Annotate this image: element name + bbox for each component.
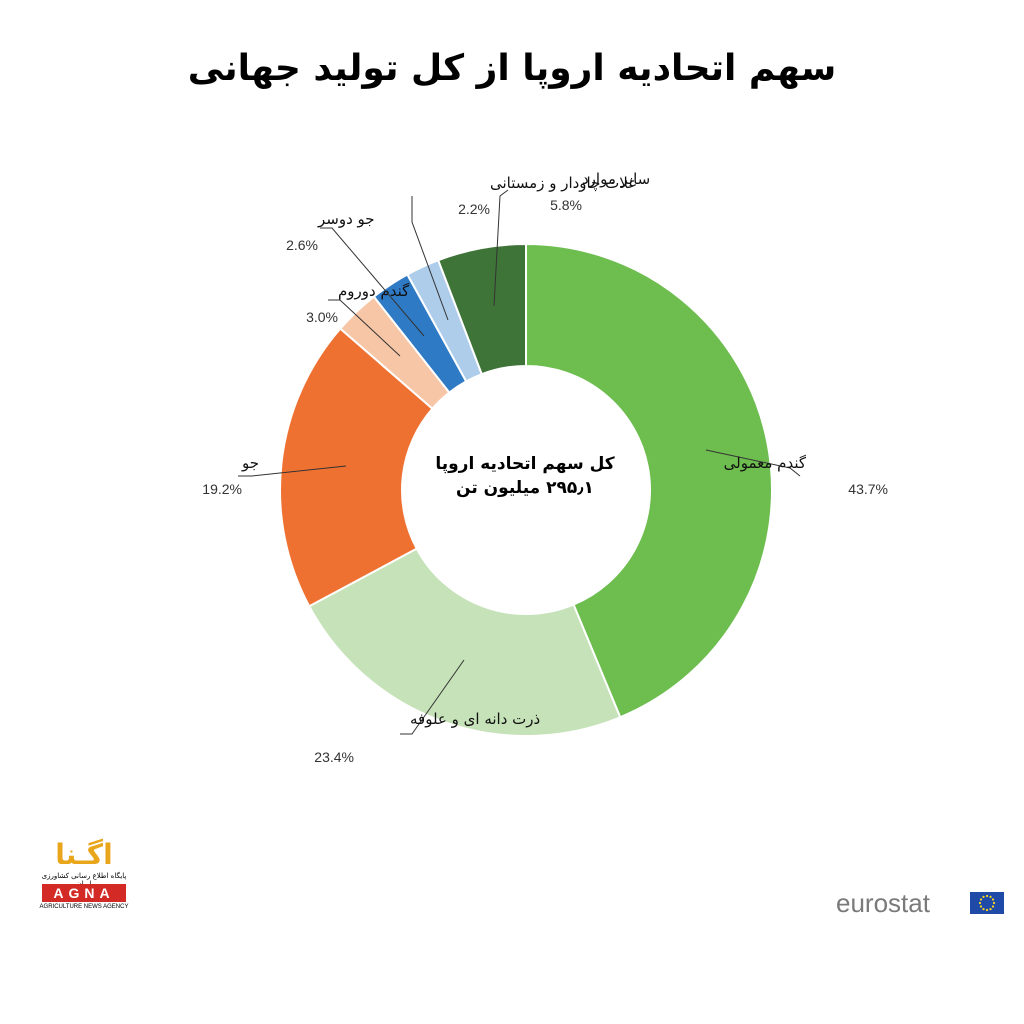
slice-label-5: غلات چاودار و زمستانی: [490, 174, 636, 192]
slice-label-4: جو دوسر: [317, 210, 375, 228]
slice-label-0: گندم معمولی: [724, 454, 807, 472]
slice-value-6: 5.8%: [550, 197, 582, 213]
slice-value-2: 19.2%: [202, 481, 242, 497]
slice-label-3: گندم دوروم: [338, 282, 410, 300]
slice-value-0: 43.7%: [848, 481, 888, 497]
agna-persian-wordmark: اگـنا: [55, 838, 113, 871]
donut-center-label: کل سهم اتحادیه اروپا ۲۹۵٫۱ میلیون تن: [420, 452, 630, 500]
slice-value-5: 2.2%: [458, 201, 490, 217]
eu-flag-icon: [970, 892, 1004, 914]
slice-2: [279, 327, 434, 608]
slice-label-6: سایر موارد: [582, 170, 650, 188]
leader-line-3: [328, 299, 401, 357]
agna-tagline: AGRICULTURE NEWS AGENCY: [39, 904, 129, 910]
leader-line-4: [320, 227, 425, 337]
slice-label-2: جو: [241, 454, 259, 472]
center-label-line1: کل سهم اتحادیه اروپا: [435, 454, 615, 474]
leader-line-5: [411, 196, 449, 321]
slice-0: [525, 242, 773, 719]
leader-line-2: [238, 465, 347, 477]
slice-value-1: 23.4%: [314, 749, 354, 765]
slice-6: [436, 242, 527, 376]
slice-1: [307, 547, 622, 737]
slice-value-3: 3.0%: [306, 309, 338, 325]
agna-latin-wordmark: AGNA: [42, 884, 126, 902]
eurostat-wordmark: eurostat: [836, 888, 930, 918]
center-label-line2: ۲۹۵٫۱ میلیون تن: [456, 478, 594, 498]
slice-label-1: ذرت دانه ای و علوفه: [410, 710, 540, 728]
leader-line-6: [493, 189, 509, 307]
slice-value-4: 2.6%: [286, 237, 318, 253]
leader-line-1: [400, 659, 465, 735]
chart-title: سهم اتحادیه اروپا از کل تولید جهانی: [187, 48, 837, 89]
leader-line-0: [705, 449, 801, 477]
agna-logo: اگـنا پایگاه اطلاع رسانی کشاورزی ایران A…: [34, 838, 134, 918]
